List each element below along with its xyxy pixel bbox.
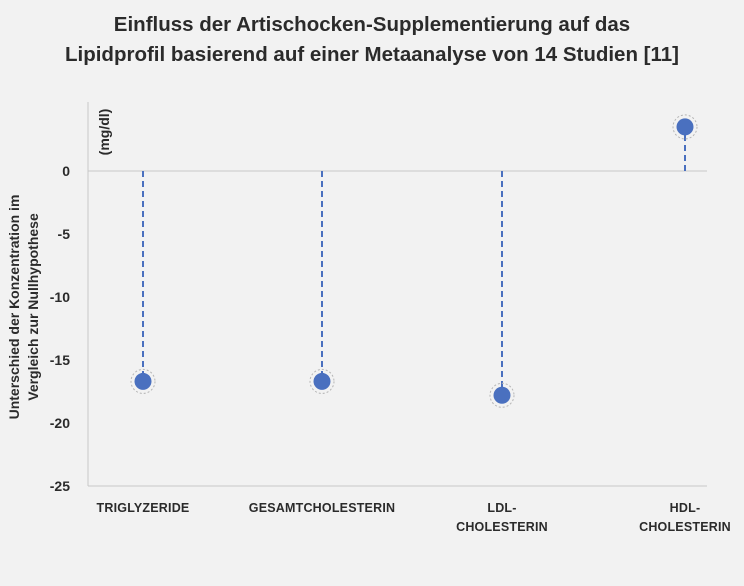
x-category-label: TRIGLYZERIDE [97,501,190,515]
data-point-halo [489,382,515,408]
y-axis-title-line-2: Vergleich zur Nullhypothese [25,213,41,401]
x-category-label: LDL- [487,501,516,515]
data-point[interactable] [313,372,331,390]
stems [142,126,686,396]
data-point[interactable] [676,118,694,136]
y-tick-label: -10 [50,289,70,305]
chart-title-line-2: Lipidprofil basierend auf einer Metaanal… [64,43,680,66]
chart-title: Einfluss der Artischocken-Supplementieru… [0,10,744,70]
data-point-halo [130,368,156,394]
y-tick-label: -25 [50,478,70,494]
data-point[interactable] [493,386,511,404]
x-axis-labels: TRIGLYZERIDE GESAMTCHOLESTERIN LDL- CHOLEST… [97,501,731,534]
y-tick-label: -20 [50,415,70,431]
y-tick-label: -15 [50,352,70,368]
x-category-label: GESAMTCHOLESTERIN [249,501,395,515]
x-category-label: CHOLESTERIN [639,520,731,534]
data-point-halo [309,368,335,394]
y-tick-label: -5 [58,226,71,242]
chart-title-line-1: Einfluss der Artischocken-Supplementieru… [113,13,631,36]
y-axis-title-line-1: Unterschied der Konzentration im [6,195,22,420]
x-category-label: CHOLESTERIN [456,520,548,534]
y-axis-ticks: 0 -5 -10 -15 -20 -25 [50,163,70,494]
data-points [130,114,698,408]
y-tick-label: 0 [62,163,70,179]
x-category-label: HDL- [670,501,701,515]
y-axis-title: Unterschied der Konzentration im Verglei… [6,195,41,420]
data-point[interactable] [134,372,152,390]
data-point-halo [672,114,698,140]
unit-label: (mg/dl) [96,109,112,156]
